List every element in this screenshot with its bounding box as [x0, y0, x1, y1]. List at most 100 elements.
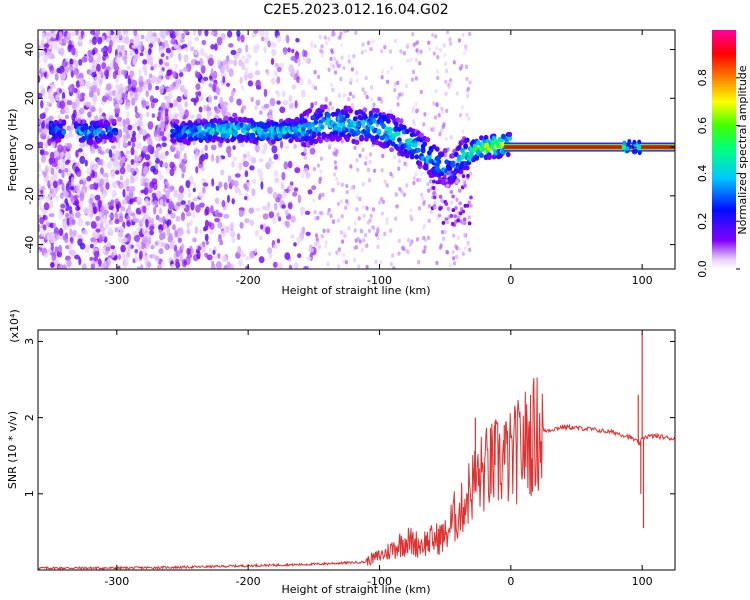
noise-point: [412, 42, 416, 47]
noise-point: [448, 37, 452, 42]
noise-point: [106, 161, 113, 170]
noise-point: [194, 36, 200, 42]
noise-point: [112, 189, 116, 199]
noise-point: [342, 259, 346, 264]
noise-point: [369, 85, 374, 90]
trace-point: [461, 209, 466, 214]
noise-point: [461, 251, 465, 256]
trace-point: [345, 113, 350, 119]
noise-point: [240, 143, 246, 148]
noise-point: [177, 237, 182, 243]
noise-point: [342, 231, 346, 236]
noise-point: [208, 248, 213, 253]
noise-point: [140, 34, 145, 40]
colorbar-tick-label: 0.8: [696, 69, 709, 87]
noise-point: [78, 77, 84, 83]
noise-point: [293, 187, 299, 192]
noise-point: [381, 153, 385, 159]
noise-point: [158, 248, 164, 255]
noise-point: [368, 152, 372, 157]
noise-point: [313, 242, 318, 247]
noise-point: [449, 41, 453, 46]
noise-point: [313, 70, 317, 75]
trace-point: [469, 203, 473, 208]
noise-point: [365, 264, 369, 269]
noise-point: [73, 59, 79, 68]
noise-point: [157, 76, 162, 84]
noise-point: [432, 127, 436, 133]
noise-point: [454, 244, 458, 249]
noise-point: [216, 36, 223, 46]
noise-point: [293, 75, 297, 81]
noise-point: [96, 88, 101, 96]
y-tick-label: 0: [23, 144, 36, 151]
trace-point: [451, 222, 455, 226]
noise-point: [400, 92, 404, 97]
noise-point: [418, 61, 422, 66]
y-tick-label: -20: [23, 187, 36, 205]
noise-point: [77, 94, 83, 100]
noise-point: [282, 190, 287, 199]
noise-point: [122, 188, 126, 198]
noise-point: [230, 90, 235, 97]
trace-point: [296, 131, 301, 137]
noise-point: [52, 41, 58, 50]
noise-point: [314, 85, 318, 91]
noise-point: [230, 179, 235, 187]
noise-point: [55, 195, 60, 202]
noise-point: [174, 113, 179, 118]
x-tick-label: -200: [236, 575, 261, 588]
snr-marks: [38, 333, 675, 570]
trace-point: [360, 120, 366, 126]
noise-point: [337, 247, 341, 252]
noise-point: [188, 175, 194, 185]
noise-point: [103, 209, 109, 215]
noise-point: [229, 95, 234, 103]
noise-point: [362, 238, 366, 243]
noise-point: [153, 200, 159, 207]
noise-point: [99, 221, 104, 227]
noise-point: [148, 73, 153, 79]
noise-point: [183, 152, 187, 162]
noise-point: [436, 55, 440, 60]
noise-point: [90, 62, 97, 70]
noise-point: [336, 218, 340, 223]
noise-point: [282, 90, 286, 98]
noise-point: [116, 202, 120, 210]
noise-point: [192, 237, 197, 243]
noise-point: [272, 216, 277, 225]
noise-point: [130, 147, 135, 156]
noise-point: [218, 181, 223, 188]
noise-point: [112, 70, 117, 80]
noise-point: [276, 238, 281, 244]
noise-point: [155, 190, 162, 199]
noise-point: [214, 43, 218, 51]
noise-point: [148, 43, 153, 49]
noise-point: [62, 36, 69, 44]
noise-point: [204, 152, 209, 160]
noise-point: [65, 57, 69, 63]
trace-point: [449, 190, 454, 194]
trace-point: [335, 108, 341, 114]
noise-point: [402, 192, 406, 197]
noise-point: [92, 100, 97, 106]
trace-point: [346, 132, 352, 138]
noise-point: [58, 65, 65, 75]
noise-point: [119, 167, 126, 175]
noise-point: [447, 84, 451, 90]
noise-point: [231, 160, 235, 169]
noise-point: [165, 212, 170, 221]
noise-point: [254, 229, 259, 237]
noise-point: [291, 68, 296, 76]
trace-point: [311, 131, 317, 137]
noise-point: [61, 92, 66, 101]
noise-point: [131, 44, 138, 49]
noise-point: [226, 146, 232, 155]
noise-point: [342, 252, 346, 257]
noise-point: [58, 168, 62, 174]
noise-point: [38, 141, 44, 147]
noise-point: [327, 107, 331, 112]
noise-point: [432, 101, 436, 106]
noise-point: [226, 64, 230, 73]
noise-point: [178, 111, 184, 119]
